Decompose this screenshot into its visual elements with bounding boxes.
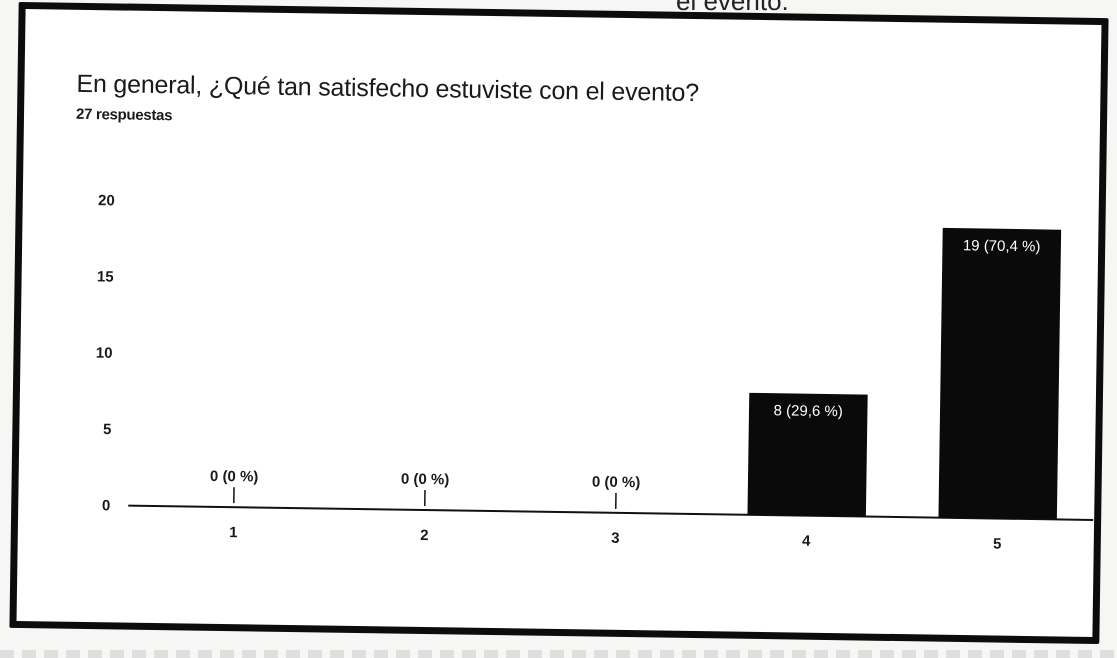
- data-label: 8 (29,6 %): [773, 402, 842, 420]
- y-tick-label: 15: [97, 268, 114, 285]
- bar-5: [938, 227, 1062, 520]
- x-tick-label: 4: [802, 533, 811, 550]
- y-tick-label: 10: [96, 345, 113, 362]
- data-label: 19 (70,4 %): [963, 237, 1041, 255]
- response-count: 27 respuestas: [75, 105, 173, 125]
- page-edge: [0, 650, 1117, 658]
- x-tick-label: 5: [993, 535, 1002, 552]
- y-tick-label: 5: [103, 421, 112, 438]
- data-label: 0 (0 %): [592, 474, 641, 492]
- bar-chart: 0 5 10 15 20 0 (0 %) 1 0 (0 %) 2 0 (0 %) 3 8 (29,6 …: [96, 192, 1094, 553]
- x-tick-label: 3: [611, 530, 620, 547]
- data-label: 0 (0 %): [401, 471, 450, 489]
- x-tick-label: 2: [420, 527, 429, 544]
- x-axis-line: [128, 504, 1094, 521]
- chart-title: En general, ¿Qué tan satisfecho estuvist…: [76, 69, 700, 108]
- y-tick-label: 0: [102, 497, 111, 514]
- data-label: 0 (0 %): [210, 468, 259, 486]
- y-tick-label: 20: [98, 192, 115, 209]
- x-tick-label: 1: [229, 524, 238, 541]
- chart-card: En general, ¿Qué tan satisfecho estuvist…: [9, 1, 1109, 645]
- bar-4: [747, 392, 868, 517]
